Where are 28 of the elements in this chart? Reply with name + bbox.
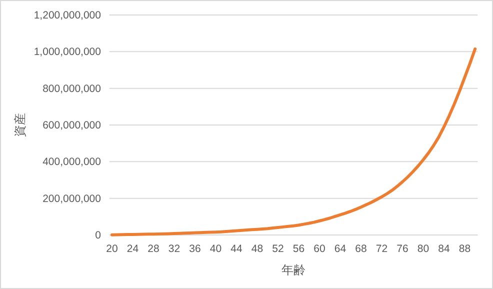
x-tick-label: 56: [292, 243, 305, 255]
x-tick-label: 84: [438, 243, 450, 255]
line-series: [110, 47, 477, 236]
x-tick-label: 24: [126, 243, 139, 255]
x-tick-label: 40: [210, 243, 222, 255]
x-tick-label: 72: [376, 243, 388, 255]
y-tick-label: 0: [95, 230, 102, 242]
x-tick-label: 28: [148, 243, 160, 255]
y-tick-label: 400,000,000: [42, 156, 102, 168]
x-tick-label: 44: [230, 243, 242, 255]
x-tick-label: 88: [458, 243, 471, 255]
x-tick-label: 52: [272, 243, 284, 255]
x-tick-label: 20: [106, 243, 118, 255]
x-axis-title: 年齢: [282, 263, 306, 277]
x-tick-label: 80: [417, 243, 430, 255]
x-tick-label: 32: [168, 243, 180, 255]
y-tick-label: 600,000,000: [42, 120, 102, 132]
x-tick-label: 60: [314, 243, 326, 255]
y-tick-label: 1,000,000,000: [34, 46, 102, 58]
x-tick-label: 76: [396, 243, 408, 255]
x-tick-label: 36: [189, 243, 201, 255]
y-tick-label: 1,200,000,000: [34, 10, 102, 22]
y-tick-label: 800,000,000: [42, 82, 102, 95]
x-tick-label: 68: [355, 243, 367, 255]
y-axis-title: 資産: [13, 113, 27, 137]
x-tick-label: 48: [251, 243, 264, 255]
y-tick-label: 200,000,000: [42, 192, 102, 205]
x-tick-label: 64: [334, 243, 346, 255]
